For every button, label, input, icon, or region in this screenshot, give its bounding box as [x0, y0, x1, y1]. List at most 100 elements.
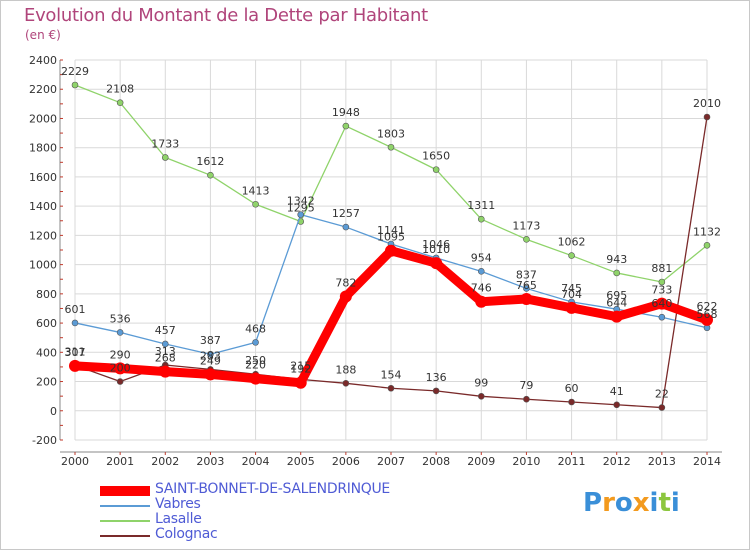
- data-label: 79: [519, 379, 533, 392]
- data-label: 881: [651, 262, 672, 275]
- data-label: 954: [471, 251, 492, 264]
- legend-swatch: [100, 520, 150, 522]
- data-label: 837: [516, 268, 537, 281]
- y-tick-label: -200: [32, 434, 57, 447]
- x-tick-label: 2006: [332, 455, 360, 468]
- logo-letter: x: [632, 488, 650, 518]
- x-tick-label: 2014: [693, 455, 721, 468]
- data-label: 536: [110, 312, 131, 325]
- data-point: [475, 295, 488, 308]
- data-label: 1046: [422, 238, 450, 251]
- data-label: 283: [200, 349, 221, 362]
- data-label: 1342: [287, 195, 315, 208]
- data-label: 2010: [693, 97, 721, 110]
- y-tick-label: 1400: [29, 200, 57, 213]
- data-label: 41: [610, 385, 624, 398]
- data-label: 99: [474, 376, 488, 389]
- data-point: [69, 359, 81, 372]
- data-label: 311: [65, 345, 86, 358]
- logo-letter: o: [614, 488, 633, 518]
- data-point: [655, 297, 668, 310]
- data-label: 782: [335, 276, 356, 289]
- x-tick-label: 2013: [648, 455, 676, 468]
- logo-letter: i: [670, 488, 680, 518]
- data-label: 640: [651, 297, 672, 310]
- data-point: [71, 81, 79, 89]
- x-tick-label: 2010: [512, 455, 540, 468]
- legend-swatch: [100, 505, 150, 507]
- x-tick-label: 2009: [467, 455, 495, 468]
- data-label: 136: [426, 371, 447, 384]
- data-point: [116, 99, 124, 106]
- data-label: 644: [606, 297, 627, 310]
- data-point: [658, 404, 666, 411]
- data-label: 1062: [558, 236, 586, 249]
- y-tick-label: 200: [36, 376, 57, 389]
- data-label: 1311: [467, 199, 495, 212]
- data-point: [701, 313, 713, 326]
- data-point: [610, 310, 623, 323]
- data-label: 313: [155, 345, 176, 358]
- data-point: [430, 257, 443, 270]
- data-point: [159, 365, 172, 378]
- data-label: 307: [65, 346, 86, 359]
- y-tick-label: 2200: [29, 83, 57, 96]
- data-label: 746: [471, 282, 492, 295]
- data-label: 249: [200, 354, 221, 367]
- legend-label: Lasalle: [155, 511, 202, 527]
- data-label: 1650: [422, 150, 450, 163]
- data-label: 568: [697, 308, 718, 321]
- y-tick-label: 800: [36, 288, 57, 301]
- y-tick-label: 1000: [29, 259, 57, 272]
- data-label: 192: [290, 363, 311, 376]
- data-label: 1733: [151, 137, 179, 150]
- data-point: [658, 278, 666, 286]
- data-label: 1413: [242, 184, 270, 197]
- data-point: [520, 292, 533, 305]
- y-tick-label: 1800: [29, 142, 57, 155]
- data-label: 622: [697, 300, 718, 313]
- logo-letter: i: [649, 488, 659, 518]
- data-point: [658, 313, 666, 321]
- x-tick-label: 2002: [151, 455, 179, 468]
- data-label: 200: [110, 362, 131, 375]
- x-tick-label: 2005: [287, 455, 315, 468]
- y-tick-label: 2400: [29, 54, 57, 67]
- data-label: 60: [565, 382, 579, 395]
- x-tick-label: 2011: [558, 455, 586, 468]
- data-point: [477, 392, 485, 400]
- data-label: 290: [110, 348, 131, 361]
- x-tick-label: 2007: [377, 455, 405, 468]
- unit-label: (en €): [25, 28, 61, 42]
- data-label: 215: [290, 359, 311, 372]
- data-point: [294, 376, 307, 389]
- data-label: 943: [606, 253, 627, 266]
- y-tick-label: 2000: [29, 112, 57, 125]
- logo-letter: r: [602, 488, 615, 518]
- data-point: [161, 154, 169, 161]
- data-label: 1948: [332, 106, 360, 119]
- x-tick-label: 2012: [603, 455, 631, 468]
- legend-label: SAINT-BONNET-DE-SALENDRINQUE: [155, 481, 390, 497]
- data-point: [207, 171, 214, 179]
- y-tick-label: 1600: [29, 171, 57, 184]
- data-point: [252, 200, 259, 208]
- data-point: [477, 268, 485, 275]
- axes: -200 0 200 400 600 800 1000 1200 1400 1600 1800 200…: [29, 54, 722, 468]
- data-point: [613, 269, 621, 277]
- data-label: 468: [245, 322, 266, 335]
- data-point: [565, 301, 578, 314]
- data-point: [342, 122, 350, 130]
- data-label: 2108: [106, 83, 134, 96]
- data-label: 765: [516, 279, 537, 292]
- data-point: [114, 362, 127, 375]
- y-tick-label: 0: [50, 405, 57, 418]
- data-label: 695: [606, 289, 627, 302]
- data-point: [252, 339, 259, 346]
- data-point: [207, 350, 214, 358]
- data-label: 268: [155, 352, 176, 365]
- data-point: [339, 290, 352, 303]
- data-label: 457: [155, 324, 176, 337]
- y-tick-label: 1200: [29, 229, 57, 242]
